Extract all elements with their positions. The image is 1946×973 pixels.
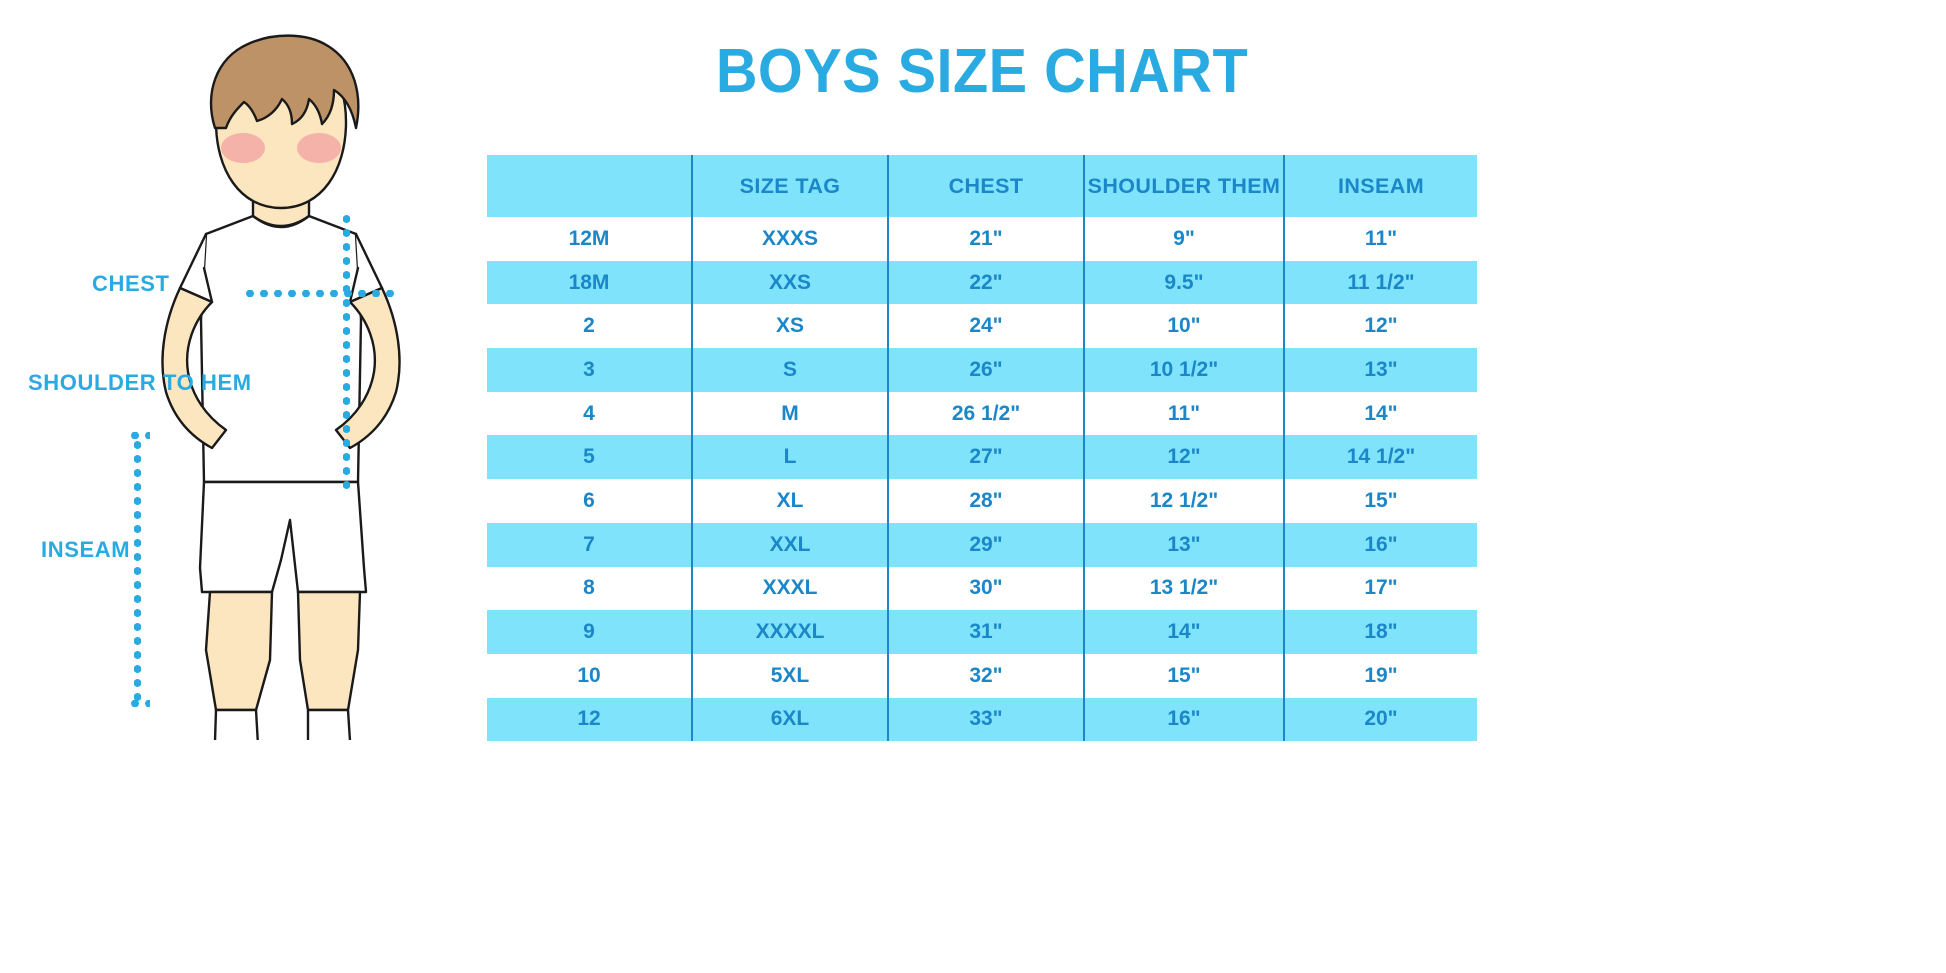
- measure-cell: XXXL: [691, 566, 888, 611]
- measure-cell: 14": [1083, 610, 1284, 654]
- table-body: 12M XXXS 21" 9" 11" 18M XXS 22" 9.5" 11 1/2" 2 XS 24…: [487, 217, 1477, 742]
- measure-cell: XXS: [691, 260, 888, 305]
- column-header-5: INSEAM: [1283, 155, 1477, 217]
- table-row: 9 XXXXL 31" 14" 18": [487, 610, 1477, 654]
- size-cell: 6: [487, 479, 692, 523]
- size-cell: 12M: [487, 217, 692, 261]
- size-table-wrapper: SIZE TAG CHEST SHOULDER THEM INSEAM 12M XXXS…: [487, 155, 1477, 742]
- measure-cell: 10": [1083, 304, 1284, 349]
- measure-cell: 9.5": [1083, 260, 1284, 305]
- size-cell: 3: [487, 348, 692, 392]
- measure-cell: 12": [1283, 304, 1477, 349]
- shoulder-to-hem-label: SHOULDER TO HEM: [28, 370, 252, 395]
- measure-cell: 10 1/2": [1083, 348, 1284, 392]
- inseam-label: INSEAM: [41, 537, 131, 562]
- measure-cell: 32": [887, 653, 1084, 698]
- measure-cell: 6XL: [691, 697, 888, 742]
- measure-cell: 11": [1083, 391, 1284, 436]
- table-row: 5 L 27" 12" 14 1/2": [487, 435, 1477, 480]
- chest-label: CHEST: [92, 271, 170, 296]
- page-title: BOYS SIZE CHART: [715, 37, 1249, 106]
- measure-cell: 21": [887, 217, 1084, 261]
- measure-cell: L: [691, 435, 888, 480]
- measure-cell: 17": [1283, 566, 1477, 611]
- table-row: 10 5XL 32" 15" 19": [487, 653, 1477, 698]
- measure-cell: 15": [1283, 479, 1477, 523]
- measure-cell: 33": [887, 697, 1084, 742]
- measure-cell: XL: [691, 479, 888, 523]
- measure-cell: XS: [691, 304, 888, 349]
- inseam-guide-cap-bottom: [128, 700, 150, 707]
- size-cell: 2: [487, 304, 692, 349]
- measure-cell: 24": [887, 304, 1084, 349]
- size-cell: 4: [487, 391, 692, 436]
- measure-cell: 13 1/2": [1083, 566, 1284, 611]
- size-cell: 7: [487, 522, 692, 567]
- measure-cell: 9": [1083, 217, 1284, 261]
- measure-cell: XXXXL: [691, 610, 888, 654]
- column-header-1: [487, 155, 692, 217]
- measure-cell: 30": [887, 566, 1084, 611]
- measure-cell: 18": [1283, 610, 1477, 654]
- measure-cell: 22": [887, 260, 1084, 305]
- measure-cell: XXL: [691, 522, 888, 567]
- column-header-3: CHEST: [887, 155, 1084, 217]
- size-cell: 9: [487, 610, 692, 654]
- table-row: 2 XS 24" 10" 12": [487, 304, 1477, 349]
- shoulder-to-hem-guide-line: [343, 212, 350, 494]
- measure-cell: 28": [887, 479, 1084, 523]
- measure-cell: 14 1/2": [1283, 435, 1477, 480]
- measure-cell: 13": [1083, 522, 1284, 567]
- measure-cell: 11": [1283, 217, 1477, 261]
- measure-cell: 26 1/2": [887, 391, 1084, 436]
- size-cell: 8: [487, 566, 692, 611]
- measure-cell: 11 1/2": [1283, 260, 1477, 305]
- size-cell: 12: [487, 697, 692, 742]
- measure-cell: 12 1/2": [1083, 479, 1284, 523]
- column-header-2: SIZE TAG: [691, 155, 888, 217]
- measure-cell: 26": [887, 348, 1084, 392]
- table-row: 18M XXS 22" 9.5" 11 1/2": [487, 260, 1477, 305]
- table-header: SIZE TAG CHEST SHOULDER THEM INSEAM: [487, 155, 1477, 217]
- measure-cell: 16": [1083, 697, 1284, 742]
- size-cell: 10: [487, 653, 692, 698]
- measure-cell: 27": [887, 435, 1084, 480]
- measure-cell: 31": [887, 610, 1084, 654]
- size-table: SIZE TAG CHEST SHOULDER THEM INSEAM 12M XXXS…: [487, 155, 1477, 742]
- measure-cell: 12": [1083, 435, 1284, 480]
- measure-cell: 5XL: [691, 653, 888, 698]
- header-row: SIZE TAG CHEST SHOULDER THEM INSEAM: [487, 155, 1477, 217]
- size-cell: 5: [487, 435, 692, 480]
- measure-cell: XXXS: [691, 217, 888, 261]
- inseam-guide-cap-top: [128, 432, 150, 439]
- measure-cell: 20": [1283, 697, 1477, 742]
- chest-guide-line: [243, 290, 394, 297]
- measure-cell: S: [691, 348, 888, 392]
- measure-cell: 29": [887, 522, 1084, 567]
- size-cell: 18M: [487, 260, 692, 305]
- measure-cell: M: [691, 391, 888, 436]
- table-row: 8 XXXL 30" 13 1/2" 17": [487, 566, 1477, 611]
- boy-illustration: [161, 34, 401, 740]
- column-header-4: SHOULDER THEM: [1083, 155, 1284, 217]
- table-row: 4 M 26 1/2" 11" 14": [487, 391, 1477, 436]
- table-row: 12 6XL 33" 16" 20": [487, 697, 1477, 742]
- measure-cell: 19": [1283, 653, 1477, 698]
- table-row: 12M XXXS 21" 9" 11": [487, 217, 1477, 261]
- table-row: 7 XXL 29" 13" 16": [487, 522, 1477, 567]
- inseam-guide-line: [134, 438, 141, 702]
- table-row: 3 S 26" 10 1/2" 13": [487, 348, 1477, 392]
- measure-cell: 13": [1283, 348, 1477, 392]
- measure-cell: 14": [1283, 391, 1477, 436]
- table-row: 6 XL 28" 12 1/2" 15": [487, 479, 1477, 523]
- measure-cell: 15": [1083, 653, 1284, 698]
- measure-cell: 16": [1283, 522, 1477, 567]
